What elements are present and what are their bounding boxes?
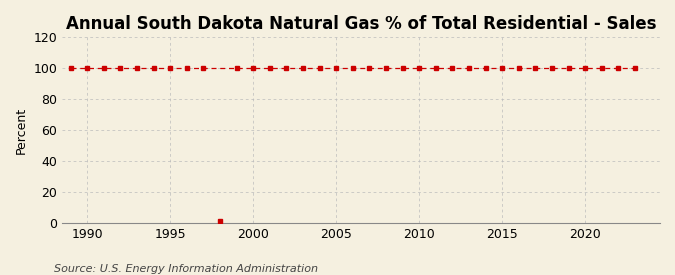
Text: Source: U.S. Energy Information Administration: Source: U.S. Energy Information Administ… [54, 264, 318, 274]
Title: Annual South Dakota Natural Gas % of Total Residential - Sales: Annual South Dakota Natural Gas % of Tot… [66, 15, 656, 33]
Y-axis label: Percent: Percent [15, 106, 28, 154]
